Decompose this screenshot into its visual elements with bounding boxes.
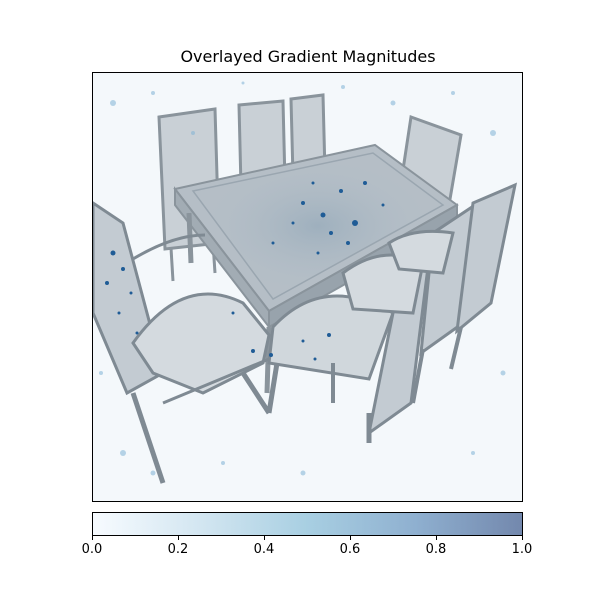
colorbar-tick-mark bbox=[522, 536, 523, 540]
colorbar bbox=[92, 512, 523, 536]
chair-front-3 bbox=[387, 182, 518, 370]
chart-title: Overlayed Gradient Magnitudes bbox=[180, 47, 436, 66]
colorbar-tick-mark bbox=[92, 536, 93, 540]
colorbar-tick-mark bbox=[178, 536, 179, 540]
heatmap-axes bbox=[92, 72, 523, 502]
gradient-speckles bbox=[105, 181, 385, 361]
chair-left-arm bbox=[93, 201, 272, 484]
colorbar-tick-label: 0.6 bbox=[339, 542, 361, 557]
colorbar-tick-mark bbox=[350, 536, 351, 540]
colorbar-tick-label: 1.0 bbox=[511, 542, 533, 557]
colorbar-tick-label: 0.0 bbox=[81, 542, 103, 557]
heatmap-image bbox=[93, 73, 522, 501]
colorbar-tick-label: 0.2 bbox=[167, 542, 189, 557]
colorbar-tick-label: 0.4 bbox=[253, 542, 275, 557]
colorbar-tick-label: 0.8 bbox=[425, 542, 447, 557]
colorbar-tick-mark bbox=[264, 536, 265, 540]
colorbar-tick-mark bbox=[436, 536, 437, 540]
gradient-haze bbox=[99, 81, 506, 476]
